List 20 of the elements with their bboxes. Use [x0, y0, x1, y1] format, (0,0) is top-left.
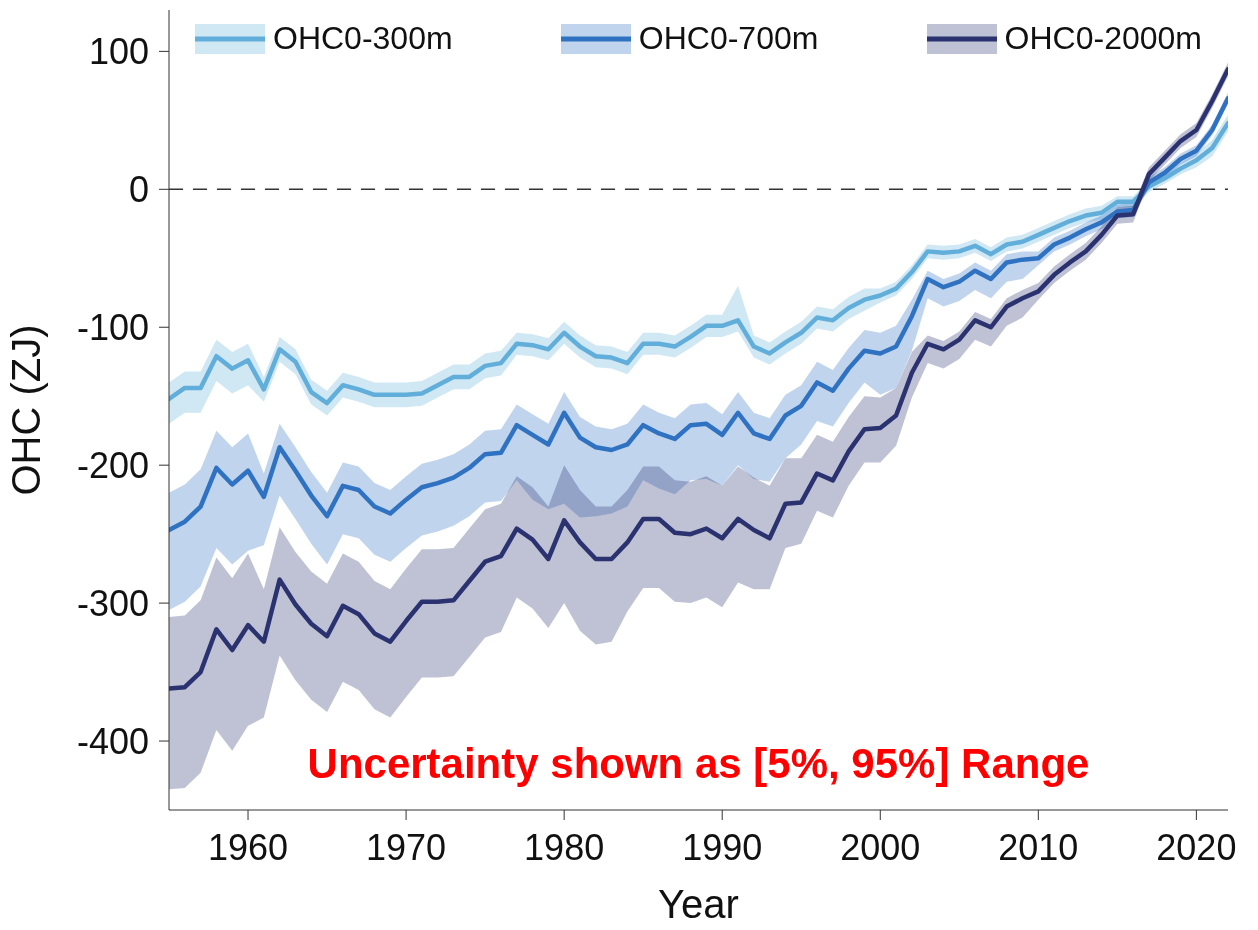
y-tick-label: -300	[76, 582, 149, 624]
x-tick-label: 1960	[207, 826, 289, 868]
legend-label: OHC0-700m	[638, 20, 819, 57]
x-tick-label: 2000	[840, 826, 921, 868]
x-tick-label: 1980	[524, 826, 605, 868]
y-axis-title: OHC (ZJ)	[4, 324, 49, 496]
x-tick-label: 1990	[682, 826, 763, 868]
y-tick-label: 0	[128, 169, 149, 211]
y-tick-label: -200	[76, 444, 149, 486]
x-tick-label: 1970	[366, 826, 447, 868]
y-tick-label: -400	[76, 720, 149, 762]
x-tick-label: 2010	[998, 826, 1079, 868]
x-tick-label: 2020	[1156, 826, 1237, 868]
annotation: Uncertainty shown as [5%, 95%] Range	[306, 740, 1091, 788]
legend-label: OHC0-300m	[273, 20, 453, 57]
line-series	[169, 96, 1228, 533]
y-tick-label: -100	[76, 307, 149, 349]
legend-label: OHC0-2000m	[1004, 20, 1202, 57]
x-axis-title: Year	[658, 882, 739, 926]
y-tick-label: 100	[88, 31, 149, 73]
